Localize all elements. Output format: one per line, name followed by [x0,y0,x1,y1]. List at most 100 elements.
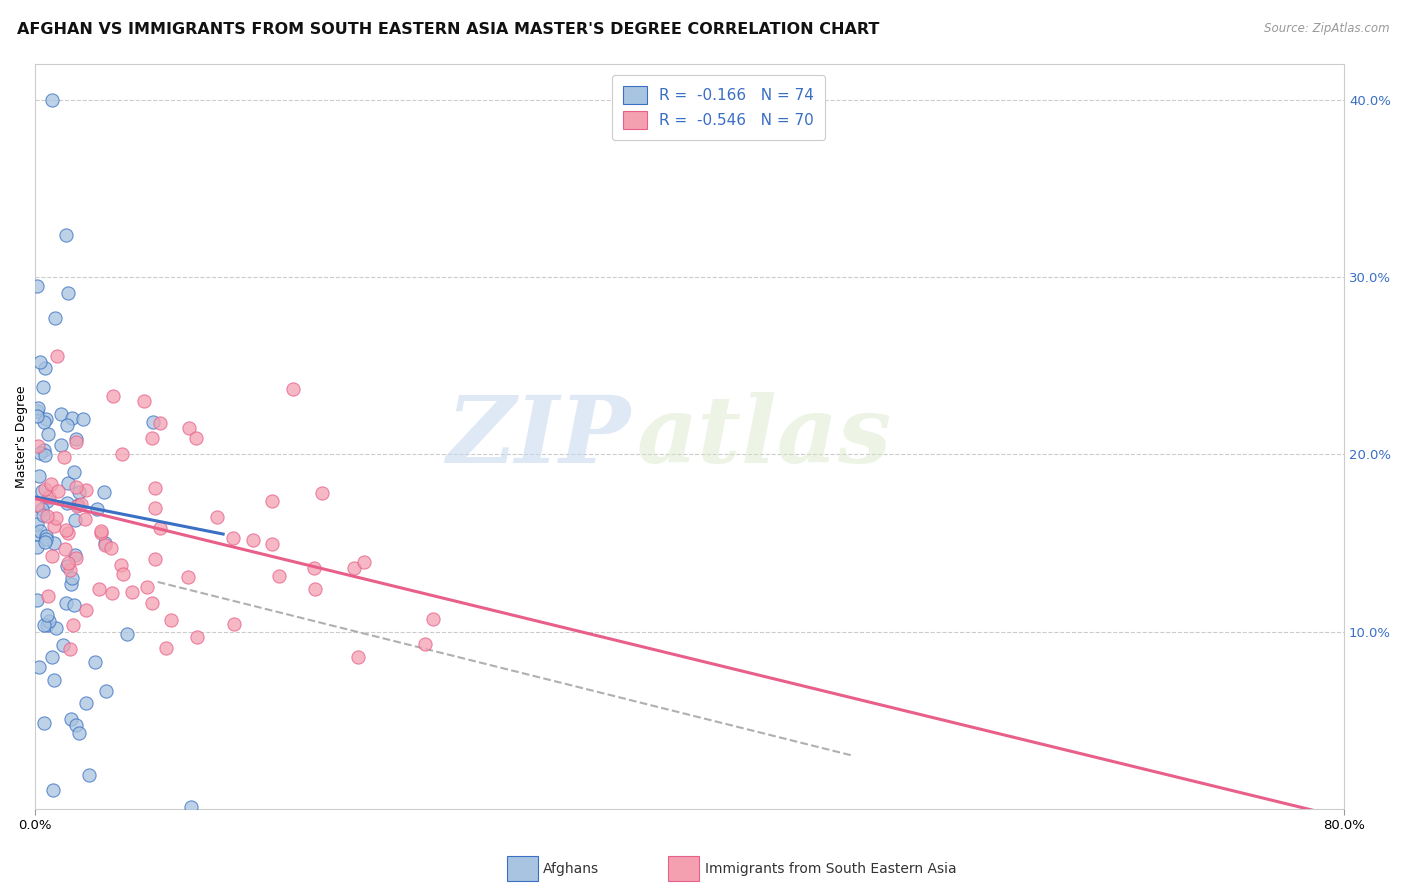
Point [51,407,73,421]
Point [37,509,59,524]
Point [86,501,108,516]
Point [111,566,134,581]
Point [94,536,117,550]
Point [25,409,48,424]
Point [62,618,84,632]
Point [413,637,436,651]
Point [205,510,228,524]
Point [25,498,48,512]
Text: Source: ZipAtlas.com: Source: ZipAtlas.com [1264,22,1389,36]
Point [42,536,65,550]
Point [343,561,366,575]
Point [155,640,177,655]
Point [32,442,55,457]
Point [311,486,333,500]
Point [143,481,166,495]
Point [34,482,56,496]
Point [65,432,87,446]
Point [25,592,48,607]
Point [353,555,375,569]
Point [186,630,208,644]
Point [177,420,200,434]
Point [35,412,58,426]
Point [44,519,66,533]
Point [180,800,202,814]
Point [422,612,444,626]
Point [42,783,65,797]
Point [46,483,69,498]
Legend: R =  -0.166   N = 74, R =  -0.546   N = 70: R = -0.166 N = 74, R = -0.546 N = 70 [612,76,825,140]
Point [260,537,283,551]
Point [37,494,59,508]
Point [39,477,62,491]
Point [143,500,166,515]
Point [30,524,52,538]
Point [87,582,110,596]
Point [55,228,77,243]
Point [100,586,122,600]
Point [60,576,83,591]
Point [65,550,87,565]
Point [45,621,67,635]
Point [34,715,56,730]
Point [77,768,100,782]
Point [44,310,66,325]
Point [32,379,55,393]
Point [41,549,63,564]
Text: Afghans: Afghans [543,862,599,876]
Point [52,638,75,652]
Point [66,498,89,512]
Point [55,596,77,610]
Point [55,523,77,537]
Point [136,580,159,594]
Point [65,548,87,562]
Point [34,618,56,632]
Text: AFGHAN VS IMMIGRANTS FROM SOUTH EASTERN ASIA MASTER'S DEGREE CORRELATION CHART: AFGHAN VS IMMIGRANTS FROM SOUTH EASTERN … [17,22,879,37]
Point [58,475,80,490]
Point [56,526,79,541]
Point [222,532,245,546]
Point [141,431,163,445]
Point [89,524,111,539]
Point [121,584,143,599]
Point [304,582,326,597]
Text: ZIP: ZIP [446,392,631,482]
Point [62,466,84,480]
Point [35,528,58,542]
Point [56,496,79,510]
Point [94,537,117,551]
Point [28,468,51,483]
Point [141,596,163,610]
Point [28,355,51,369]
Point [59,642,82,657]
Point [160,613,183,627]
Point [75,483,97,498]
Point [34,534,56,549]
Point [37,589,59,603]
Point [56,285,79,300]
Y-axis label: Master's Degree: Master's Degree [15,385,28,488]
Point [149,417,172,431]
Point [60,712,83,726]
Point [31,502,53,516]
Point [83,655,105,669]
Point [72,411,94,425]
Point [67,725,90,739]
Point [302,561,325,575]
Point [37,618,59,632]
Point [25,278,48,293]
Point [37,426,59,441]
Point [260,494,283,508]
Point [242,533,264,547]
Point [35,607,58,622]
Point [27,439,49,453]
Point [60,410,83,425]
Point [283,382,305,396]
Point [75,512,97,526]
Point [177,570,200,584]
Point [65,435,87,450]
Point [25,541,48,555]
Point [222,616,245,631]
Point [34,532,56,546]
Point [115,627,138,641]
